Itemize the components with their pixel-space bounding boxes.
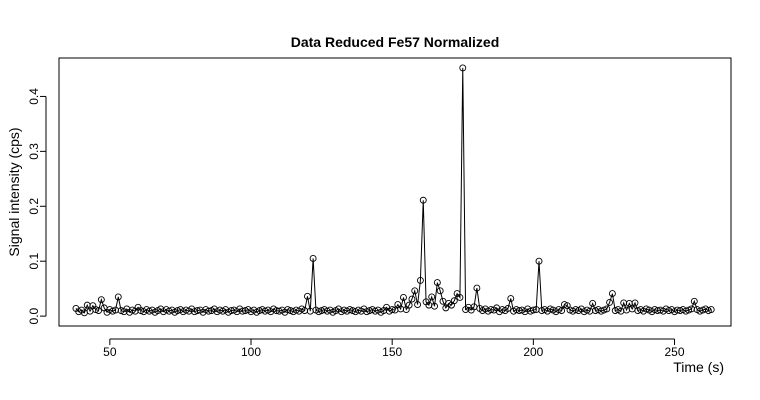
x-tick-label: 250 bbox=[665, 345, 685, 359]
series-points bbox=[72, 64, 715, 317]
x-tick-label: 50 bbox=[103, 345, 117, 359]
data-point bbox=[433, 279, 441, 287]
data-point bbox=[95, 307, 102, 315]
data-point bbox=[114, 293, 122, 301]
data-point bbox=[535, 257, 543, 265]
data-point bbox=[450, 297, 458, 305]
y-axis: 0.0 0.1 0.2 0.3 0.4 bbox=[27, 88, 47, 324]
data-point bbox=[408, 295, 416, 303]
data-point bbox=[414, 301, 422, 309]
data-point bbox=[304, 292, 311, 300]
data-point bbox=[309, 255, 317, 262]
data-point bbox=[416, 276, 424, 284]
series-line bbox=[75, 67, 712, 314]
x-axis: 50 100 150 200 250 bbox=[103, 338, 685, 359]
data-point bbox=[405, 301, 413, 309]
data-point bbox=[608, 290, 616, 298]
data-point bbox=[431, 302, 438, 310]
data-point bbox=[507, 295, 515, 302]
data-point bbox=[436, 287, 444, 295]
data-point bbox=[97, 296, 105, 304]
data-point bbox=[388, 306, 396, 313]
y-tick-label: 0.3 bbox=[27, 143, 41, 160]
data-point bbox=[473, 284, 481, 292]
y-tick-label: 0.4 bbox=[27, 88, 41, 105]
x-tick-label: 200 bbox=[523, 345, 543, 359]
data-point bbox=[589, 300, 597, 307]
x-tick-label: 150 bbox=[382, 345, 402, 359]
data-point bbox=[631, 299, 639, 307]
data-point bbox=[419, 196, 427, 204]
chart-title: Data Reduced Fe57 Normalized bbox=[291, 34, 500, 50]
y-tick-label: 0.0 bbox=[27, 307, 41, 324]
data-point bbox=[603, 305, 611, 313]
data-point bbox=[558, 307, 566, 315]
data-point bbox=[459, 64, 467, 72]
data-point bbox=[456, 293, 464, 301]
data-point bbox=[504, 304, 512, 312]
data-point bbox=[428, 293, 436, 301]
y-tick-label: 0.1 bbox=[27, 253, 41, 270]
data-point bbox=[411, 287, 419, 295]
data-point bbox=[529, 306, 537, 314]
data-point bbox=[400, 293, 407, 301]
data-point bbox=[707, 306, 715, 313]
x-tick-label: 100 bbox=[241, 345, 261, 359]
data-point bbox=[690, 297, 698, 305]
y-axis-label: Signal intensity (cps) bbox=[6, 127, 22, 256]
x-axis-label: Time (s) bbox=[673, 359, 724, 375]
plot-frame bbox=[58, 57, 732, 327]
data-point bbox=[606, 298, 614, 306]
y-tick-label: 0.2 bbox=[27, 198, 41, 215]
